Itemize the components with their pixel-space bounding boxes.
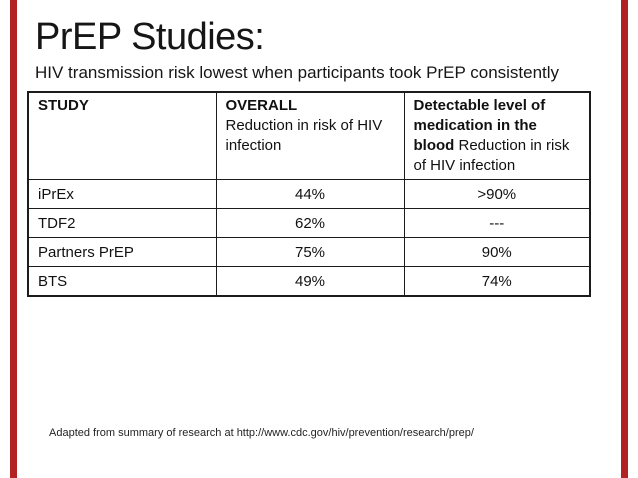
study-name-cell: TDF2 — [27, 208, 217, 238]
detectable-value-cell: --- — [403, 208, 591, 238]
column-header-study: STUDY — [27, 91, 217, 180]
overall-value-cell: 62% — [215, 208, 405, 238]
table-header-row: STUDY OVERALL Reduction in risk of HIV i… — [27, 91, 591, 180]
slide-subtitle: HIV transmission risk lowest when partic… — [35, 63, 560, 82]
column-header-detectable-title: Detectable level of medication in the bl… — [413, 97, 546, 154]
column-header-study-title: STUDY — [38, 97, 89, 114]
column-header-detectable-subtitle: Reduction in risk of HIV infection — [413, 137, 570, 174]
column-header-detectable: Detectable level of medication in the bl… — [403, 91, 591, 180]
column-header-overall-title: OVERALL — [225, 97, 298, 114]
table-row: TDF2 62% --- — [27, 208, 591, 238]
table-row: iPrEx 44% >90% — [27, 179, 591, 209]
table-row: Partners PrEP 75% 90% — [27, 237, 591, 267]
slide-title: PrEP Studies: — [35, 16, 265, 58]
overall-value-cell: 49% — [215, 266, 405, 297]
overall-value-cell: 44% — [215, 179, 405, 209]
left-accent-bar — [10, 0, 17, 478]
footer-source-text: Adapted from summary of research at http… — [49, 427, 474, 439]
right-accent-bar — [621, 0, 628, 478]
studies-table: STUDY OVERALL Reduction in risk of HIV i… — [27, 91, 591, 297]
study-name-cell: iPrEx — [27, 179, 217, 209]
study-name-cell: BTS — [27, 266, 217, 297]
table-row: BTS 49% 74% — [27, 266, 591, 297]
detectable-value-cell: >90% — [403, 179, 591, 209]
overall-value-cell: 75% — [215, 237, 405, 267]
detectable-value-cell: 90% — [403, 237, 591, 267]
detectable-value-cell: 74% — [403, 266, 591, 297]
column-header-overall-subtitle: Reduction in risk of HIV infection — [225, 117, 383, 154]
study-name-cell: Partners PrEP — [27, 237, 217, 267]
column-header-overall: OVERALL Reduction in risk of HIV infecti… — [215, 91, 405, 180]
